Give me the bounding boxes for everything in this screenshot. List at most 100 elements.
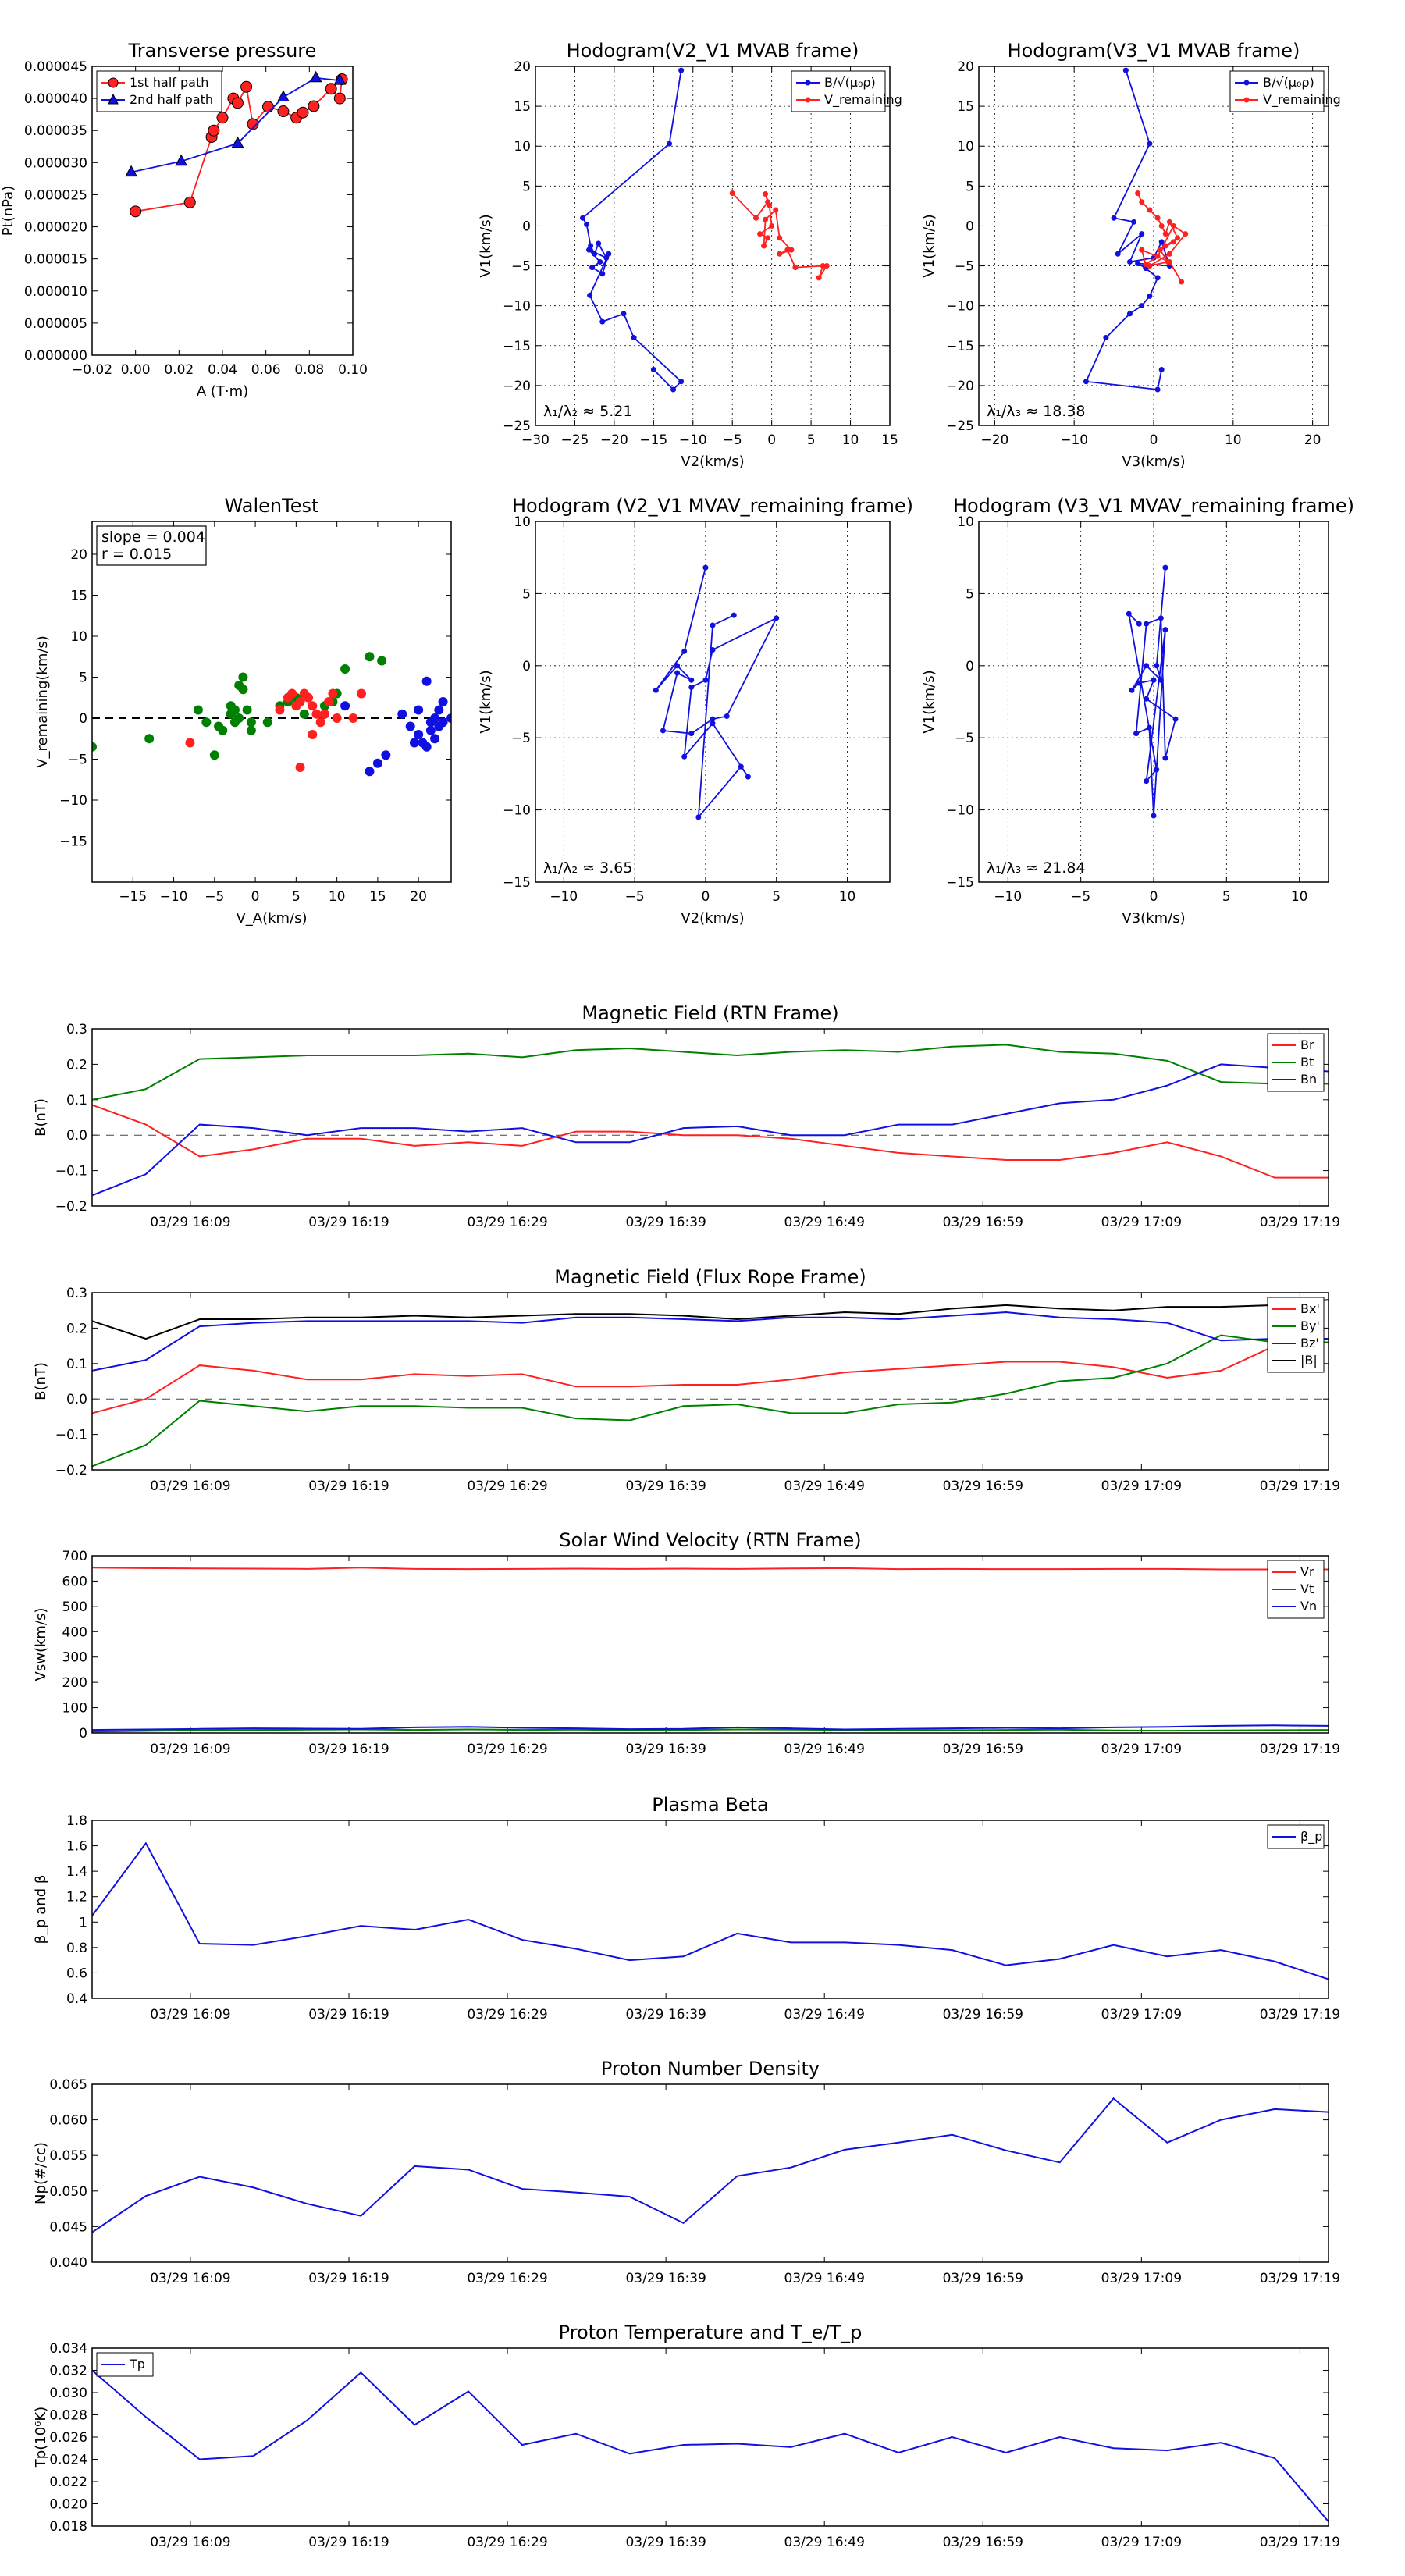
data-point: [381, 750, 391, 760]
data-point: [621, 311, 627, 317]
data-point: [324, 697, 334, 706]
plot-area: [125, 70, 348, 218]
plot-frame: [91, 2083, 1329, 2263]
y-tick-label: 5: [79, 671, 87, 686]
legend-label: B/√(μ₀ρ): [1263, 75, 1314, 90]
ratio-annotation: λ₁/λ₂ ≈ 5.21: [543, 403, 632, 420]
data-point: [1147, 141, 1153, 147]
y-tick-label: 0: [522, 219, 531, 234]
y-tick-label: 0.000030: [24, 155, 87, 171]
x-tick-label: 03/29 16:09: [150, 2535, 230, 2550]
data-point: [1146, 724, 1152, 731]
x-tick-label: 0.06: [251, 362, 281, 378]
x-tick-label: 10: [1225, 432, 1242, 448]
data-point: [262, 717, 272, 728]
data-point: [434, 721, 444, 731]
x-tick-label: 03/29 17:19: [1260, 2271, 1340, 2286]
x-axis-label: V2(km/s): [681, 910, 744, 927]
y-tick-label: 10: [957, 139, 974, 155]
legend-label: Tp: [129, 2357, 145, 2371]
x-tick-label: 03/29 16:09: [150, 1478, 230, 1494]
data-point: [325, 83, 337, 95]
data-point: [1139, 199, 1145, 205]
data-point: [246, 725, 256, 735]
y-tick-label: 0.000000: [24, 348, 87, 364]
x-tick-label: −30: [521, 432, 550, 448]
data-point: [681, 648, 688, 654]
legend-label: |B|: [1300, 1353, 1318, 1368]
data-point: [1147, 293, 1153, 299]
x-tick-label: −10: [679, 432, 707, 448]
data-point: [710, 720, 716, 727]
x-tick-label: 03/29 16:09: [150, 2007, 230, 2023]
y-tick-label: 5: [966, 179, 974, 194]
data-point: [332, 713, 342, 723]
y-tick-label: −5: [511, 731, 531, 746]
y-tick-label: 0.018: [49, 2519, 87, 2535]
data-point: [702, 677, 709, 683]
data-point: [1136, 680, 1142, 686]
x-axis-label: V2(km/s): [681, 454, 744, 470]
stats-line: r = 0.015: [101, 546, 172, 563]
legend-label: Bn: [1300, 1072, 1317, 1087]
data-point: [208, 124, 220, 137]
x-tick-label: 03/29 17:19: [1260, 1215, 1340, 1230]
data-point: [144, 734, 155, 744]
data-point: [240, 80, 253, 93]
data-point: [674, 663, 681, 669]
data-point: [430, 734, 440, 744]
data-point: [710, 716, 716, 722]
data-point: [409, 738, 419, 748]
x-tick-label: 03/29 16:09: [150, 1742, 230, 1757]
x-tick-label: 03/29 16:19: [308, 1215, 389, 1230]
data-point: [287, 688, 297, 699]
data-point: [777, 251, 783, 257]
x-tick-label: 5: [292, 889, 301, 905]
y-tick-label: −0.1: [55, 1164, 87, 1179]
data-point: [92, 742, 97, 752]
y-tick-label: 0.000035: [24, 123, 87, 139]
y-axis-label: Tp(10⁶K): [33, 2407, 49, 2468]
data-point: [688, 685, 695, 691]
data-point: [777, 235, 783, 241]
x-tick-label: 15: [881, 432, 898, 448]
x-tick-label: 03/29 16:19: [308, 2535, 389, 2550]
x-tick-label: 03/29 16:59: [943, 1742, 1023, 1757]
y-tick-label: 0.2: [66, 1321, 87, 1336]
data-point: [710, 646, 716, 653]
data-point: [761, 243, 767, 249]
plot-area: [92, 1299, 1329, 1468]
data-point: [1111, 215, 1117, 221]
y-tick-label: −15: [946, 339, 974, 354]
y-tick-label: 15: [514, 99, 531, 115]
y-tick-label: 0: [966, 659, 974, 674]
data-point: [183, 196, 196, 208]
y-tick-label: −10: [503, 299, 531, 315]
x-tick-label: 03/29 16:29: [467, 1478, 547, 1494]
y-axis-label: Vsw(km/s): [33, 1608, 49, 1681]
legend-label: Bz': [1300, 1336, 1319, 1350]
data-point: [242, 705, 252, 715]
data-point: [1154, 663, 1160, 669]
y-tick-label: 1.4: [66, 1864, 87, 1880]
data-point: [425, 725, 436, 735]
legend-marker: [108, 93, 119, 105]
data-point: [678, 67, 685, 73]
y-tick-label: 0.6: [66, 1966, 87, 1981]
data-point: [340, 664, 350, 674]
x-tick-label: −15: [639, 432, 667, 448]
series-line-br: [92, 1104, 1329, 1179]
data-point: [1154, 767, 1160, 773]
y-tick-label: −5: [68, 753, 87, 768]
y-tick-label: −15: [946, 875, 974, 891]
x-tick-label: 03/29 17:09: [1101, 2535, 1182, 2550]
plot-frame: [91, 1292, 1329, 1471]
y-tick-label: −5: [955, 731, 974, 746]
y-tick-label: 0.028: [49, 2408, 87, 2424]
y-tick-label: 15: [70, 589, 87, 604]
data-point: [277, 90, 290, 101]
data-point: [130, 205, 142, 218]
y-tick-label: 0.055: [49, 2148, 87, 2164]
data-point: [231, 136, 244, 148]
y-tick-label: 0.000015: [24, 252, 87, 268]
